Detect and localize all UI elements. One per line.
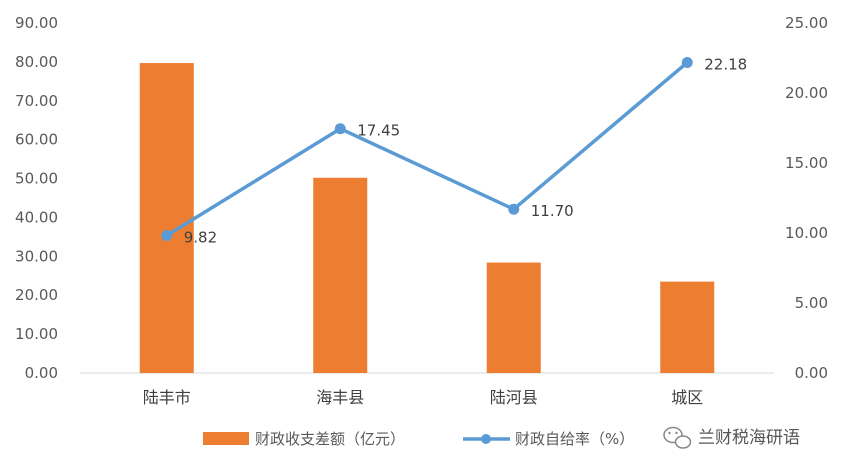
category-label: 陆河县 [490,388,538,407]
legend-label-line: 财政自给率（%） [515,430,634,448]
category-label: 海丰县 [316,388,364,407]
right-tick-label: 10.00 [785,224,828,242]
bar [139,63,194,374]
line-series: 9.82 17.45 11.70 22.18 [161,55,747,247]
left-tick-label: 0.00 [25,364,58,382]
left-tick-label: 90.00 [15,14,58,32]
data-label: 17.45 [357,122,400,140]
left-axis: 0.00 10.00 20.00 30.00 40.00 50.00 60.00 70.00 8… [15,14,58,382]
category-axis: 陆丰市 海丰县 陆河县 城区 [143,388,704,407]
category-label: 陆丰市 [143,388,191,407]
bar [313,177,368,373]
left-tick-label: 10.00 [15,325,58,343]
legend-swatch-marker [481,434,491,444]
legend: 财政收支差额（亿元） 财政自给率（%） [203,430,634,448]
left-tick-label: 20.00 [15,286,58,304]
right-tick-label: 15.00 [785,154,828,172]
right-tick-label: 25.00 [785,14,828,32]
line-point [508,203,520,215]
left-tick-label: 60.00 [15,131,58,149]
data-label: 11.70 [531,202,574,220]
line-point [334,123,346,135]
category-label: 城区 [671,388,703,407]
bar-series [139,63,715,374]
left-tick-label: 30.00 [15,247,58,265]
legend-label-bar: 财政收支差额（亿元） [255,430,405,448]
series-line [165,61,689,238]
bar [486,262,541,373]
right-tick-label: 20.00 [785,84,828,102]
right-axis: 0.00 5.00 10.00 15.00 20.00 25.00 [785,14,828,382]
line-point [161,230,173,242]
left-tick-label: 80.00 [15,53,58,71]
data-label: 22.18 [704,55,747,73]
right-tick-label: 5.00 [795,294,828,312]
left-tick-label: 50.00 [15,170,58,188]
left-tick-label: 70.00 [15,92,58,110]
data-label: 9.82 [184,229,217,247]
wechat-icon [663,426,692,449]
watermark-text: 兰财税海研语 [698,428,800,448]
line-point [681,56,693,68]
watermark: 兰财税海研语 [663,426,800,449]
legend-swatch-bar [203,432,249,445]
bar [660,281,715,373]
right-tick-label: 0.00 [795,364,828,382]
left-tick-label: 40.00 [15,208,58,226]
